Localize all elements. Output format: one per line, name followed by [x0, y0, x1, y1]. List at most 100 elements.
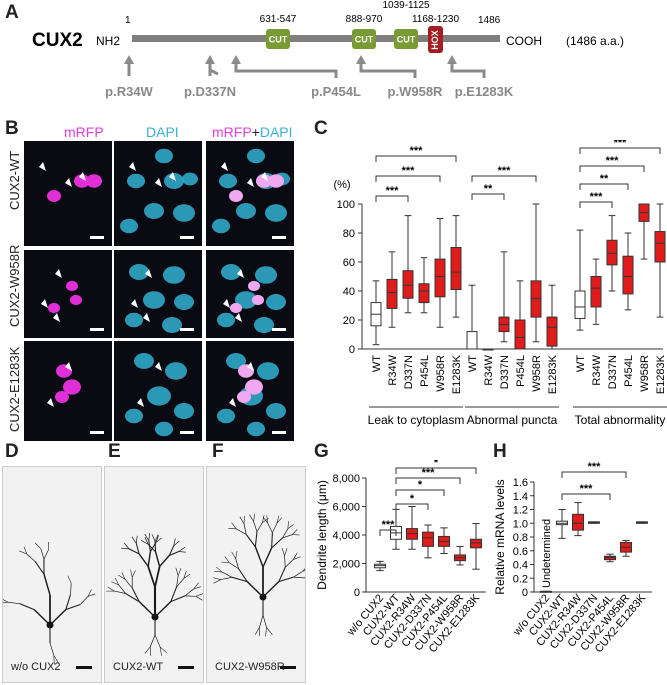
box-iqr — [470, 538, 482, 549]
marker-arrow — [137, 398, 144, 407]
neuron-image-d: w/o CUX2 — [2, 466, 102, 683]
dendrite — [243, 515, 245, 524]
marker-arrow — [155, 362, 162, 371]
significance-bracket — [375, 175, 441, 182]
dendrite — [87, 589, 92, 597]
mrfp-signal — [248, 280, 260, 292]
dendrite — [183, 573, 191, 579]
box-plot — [606, 215, 618, 292]
scale-bar — [272, 328, 286, 331]
dendrite — [176, 578, 185, 588]
nucleus — [266, 294, 286, 310]
dendrite — [114, 590, 126, 594]
dendrite — [193, 582, 199, 590]
protein-schematic: CUX2 NH2 COOH (1486 a.a.) 1 1486 CUT 631-547 CUT… — [32, 0, 624, 99]
cut-domain — [394, 29, 418, 49]
dendrite — [130, 569, 133, 578]
nucleus — [120, 218, 138, 234]
neuron-caption-f: CUX2-W958R — [215, 661, 285, 673]
dendrite — [262, 547, 273, 568]
dendrite — [65, 594, 71, 610]
dendrite — [212, 577, 221, 580]
dendrite — [154, 634, 161, 648]
box-iqr — [572, 513, 584, 531]
significance-bracket — [395, 477, 461, 484]
nucleus — [134, 353, 154, 369]
nucleus — [257, 362, 279, 380]
neuron-caption-e: CUX2-WT — [113, 661, 164, 673]
x-tick-label: R34W — [387, 354, 399, 385]
panel-label-a: A — [5, 2, 19, 23]
x-tick-label: D337N — [499, 355, 511, 389]
dendrite — [53, 655, 59, 664]
micrograph-r3-c3 — [206, 341, 294, 441]
dendrite — [214, 570, 223, 573]
dendrite — [114, 577, 119, 586]
dendrite — [302, 570, 305, 572]
dendrite — [80, 596, 89, 605]
x-tick-label: W958R — [435, 355, 447, 392]
merge-dapi: DAPI — [259, 124, 293, 140]
dendrite — [177, 568, 182, 576]
dendrite — [67, 575, 72, 584]
significance-bracket — [579, 201, 613, 208]
marker-arrow — [65, 362, 72, 371]
dendrite — [173, 540, 180, 547]
x-tick-label: WT — [575, 355, 587, 372]
marker-arrow — [169, 172, 176, 181]
box-iqr — [574, 290, 586, 320]
box-iqr — [622, 255, 634, 295]
dendrite — [266, 627, 273, 635]
dendrite — [121, 547, 130, 550]
dendrite — [128, 548, 140, 555]
marker-arrow — [47, 398, 54, 407]
dendrite — [70, 583, 72, 595]
neuron-drawing-f — [212, 513, 305, 637]
dendrite — [293, 576, 305, 579]
neuron-drawing-d — [3, 541, 96, 665]
scale-bar — [180, 236, 194, 239]
dendrite — [43, 549, 49, 560]
dendrite — [43, 574, 51, 596]
y-tick-label: 4,000 — [332, 530, 360, 542]
nucleus — [173, 204, 195, 222]
mrfp-signal — [66, 280, 78, 292]
panel-label-f: F — [212, 441, 224, 462]
box-plot — [470, 523, 482, 570]
row-label-w958r: CUX2-W958R — [7, 244, 22, 327]
protein-bar — [132, 35, 500, 42]
significance-bracket — [561, 471, 627, 478]
domain-range: 631-547 — [260, 14, 297, 25]
marker-arrow — [145, 269, 152, 278]
y-tick-label: 1.6 — [513, 477, 528, 489]
dendrite — [222, 571, 233, 578]
mrfp-signal — [47, 190, 61, 202]
dendrite — [284, 548, 288, 556]
marker-arrow — [143, 313, 150, 322]
dendrite — [254, 531, 258, 547]
dendrite — [19, 603, 35, 611]
nucleus — [125, 408, 143, 424]
x-tick-label: E1283K — [451, 354, 463, 394]
dendrite — [302, 568, 305, 572]
nucleus — [162, 317, 182, 333]
scale-bar — [90, 328, 104, 331]
dendrite — [19, 550, 27, 555]
micrograph-svg — [212, 148, 290, 239]
box-plot — [454, 545, 466, 566]
dendrite — [173, 538, 176, 546]
dendrite — [159, 646, 168, 654]
scale-bar-f — [280, 666, 296, 669]
dendrite — [262, 581, 280, 598]
micrograph-r3-c2 — [114, 341, 202, 441]
row-label-wt: CUX2-WT — [7, 150, 22, 210]
dendrite — [140, 540, 149, 545]
box-plot — [406, 506, 418, 550]
significance-label: *** — [580, 483, 594, 495]
mutation-arrow — [208, 63, 219, 76]
dendrite — [154, 601, 172, 618]
group-label: Leak to cytoplasm — [368, 413, 465, 427]
dendrite — [259, 614, 264, 628]
marker-arrow — [131, 299, 138, 308]
dendrite — [147, 551, 152, 567]
